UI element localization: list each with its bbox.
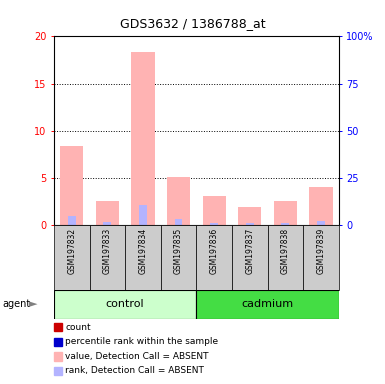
Bar (210, 223, 218, 225)
Text: GSM197836: GSM197836 (210, 228, 219, 274)
Text: GDS3632 / 1386788_at: GDS3632 / 1386788_at (120, 17, 265, 30)
Text: value, Detection Call = ABSENT: value, Detection Call = ABSENT (65, 352, 209, 361)
Text: GSM197838: GSM197838 (281, 228, 290, 274)
Bar (139, 205, 147, 225)
Bar (167, 177, 190, 225)
Bar (68, 216, 75, 225)
Bar (131, 53, 154, 225)
Bar (238, 207, 261, 225)
Text: GSM197833: GSM197833 (103, 228, 112, 274)
FancyBboxPatch shape (303, 225, 339, 290)
Text: ►: ► (28, 299, 37, 310)
Bar (281, 223, 289, 225)
Bar (274, 201, 297, 225)
FancyBboxPatch shape (54, 290, 196, 319)
FancyBboxPatch shape (196, 290, 339, 319)
Bar (203, 197, 226, 225)
FancyBboxPatch shape (54, 225, 90, 290)
Text: percentile rank within the sample: percentile rank within the sample (65, 337, 219, 346)
Text: cadmium: cadmium (241, 299, 294, 310)
Bar (175, 219, 182, 225)
FancyBboxPatch shape (232, 225, 268, 290)
Text: rank, Detection Call = ABSENT: rank, Detection Call = ABSENT (65, 366, 204, 376)
Bar (104, 222, 111, 225)
Text: GSM197832: GSM197832 (67, 228, 76, 274)
FancyBboxPatch shape (125, 225, 161, 290)
FancyBboxPatch shape (90, 225, 125, 290)
Bar (96, 201, 119, 225)
FancyBboxPatch shape (196, 225, 232, 290)
Bar (60, 146, 83, 225)
Text: agent: agent (2, 299, 30, 310)
Text: GSM197839: GSM197839 (316, 228, 325, 274)
Text: GSM197834: GSM197834 (139, 228, 147, 274)
Bar (310, 187, 333, 225)
FancyBboxPatch shape (268, 225, 303, 290)
Bar (246, 223, 254, 225)
Text: GSM197837: GSM197837 (245, 228, 254, 274)
Bar (317, 221, 325, 225)
FancyBboxPatch shape (161, 225, 196, 290)
Text: GSM197835: GSM197835 (174, 228, 183, 274)
Text: count: count (65, 323, 91, 332)
Text: control: control (106, 299, 144, 310)
